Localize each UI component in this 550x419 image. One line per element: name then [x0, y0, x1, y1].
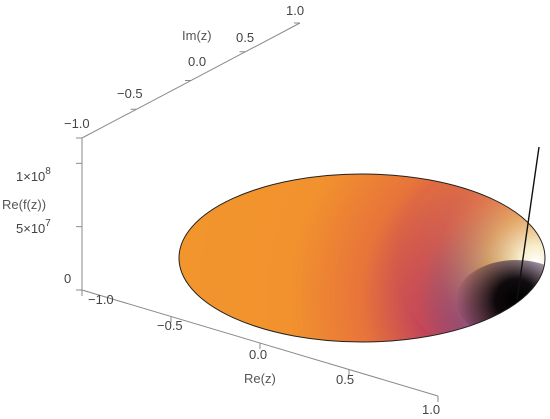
x-axis-label: Re(z)	[244, 371, 276, 386]
z-tick-label: 0	[64, 271, 71, 286]
x-tick-label: −1.0	[88, 292, 114, 307]
x-tick-label: 0.0	[249, 347, 267, 362]
y-tick-label: 1.0	[286, 3, 304, 18]
y-tick-label: −1.0	[64, 116, 90, 131]
y-tick-label: −0.5	[117, 86, 143, 101]
y-axis-label: Im(z)	[182, 28, 212, 43]
y-tick-label: 0.0	[188, 54, 206, 69]
x-tick-label: −0.5	[157, 318, 183, 333]
y-tick-label: 0.5	[236, 30, 254, 45]
x-tick-label: 0.5	[336, 372, 354, 387]
z-tick-label: 5×107	[16, 218, 51, 236]
z-axis-label: Re(f(z))	[2, 197, 46, 212]
surface-spike	[516, 146, 540, 301]
axis-tick-marks	[76, 22, 439, 402]
z-tick-label: 1×108	[16, 166, 51, 184]
surface-boundary	[178, 173, 546, 343]
tick-labels: −1.0 −0.5 0.0 0.5 1.0 −1.0 −0.5 0.0 0.5 …	[16, 3, 440, 417]
x-tick-label: 1.0	[422, 402, 440, 417]
surface	[178, 146, 546, 343]
